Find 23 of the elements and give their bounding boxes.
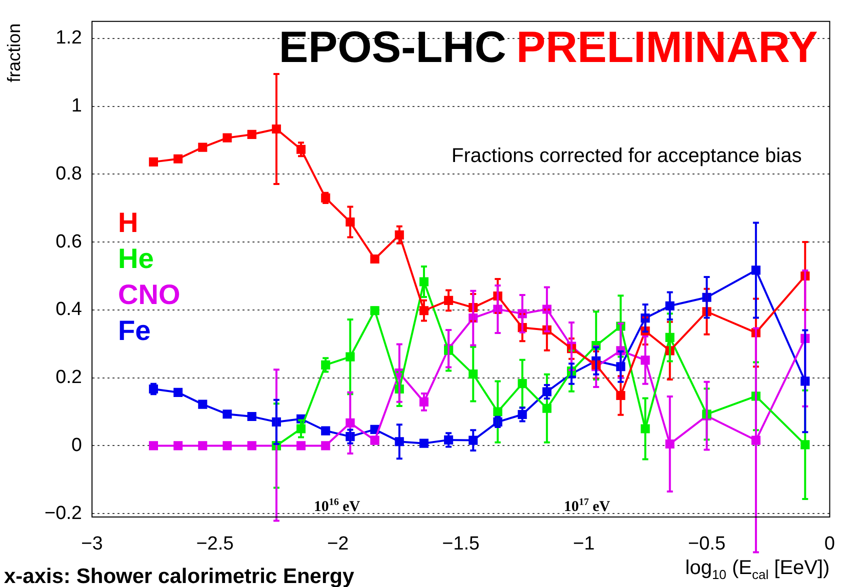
y-axis-title: fraction [4,23,24,82]
y-tick-label: 1 [71,95,82,116]
y-tick-label: −0.2 [44,502,82,524]
text: CNO [118,279,180,310]
series-label: Fe [118,315,151,346]
x-tick-label: −2 [327,534,349,555]
chart-subtitle: PRELIMINARY [516,23,818,72]
x-tick-label: 0 [824,534,836,555]
y-tick-label: 1.2 [56,28,82,49]
x-tick-label: −0.5 [688,534,726,555]
chart-title: EPOS-LHC [278,23,506,72]
text: He [118,243,154,274]
series-label: H [118,207,138,238]
x-tick-label: −3 [81,534,103,555]
y-tick-label: 0.8 [56,163,82,184]
annotation: Fractions corrected for acceptance bias [452,145,802,167]
y-tick-label: 0.2 [56,367,82,388]
y-tick-label: 0.4 [56,299,82,320]
y-tick-label: 0 [71,434,82,456]
x-tick-label: −2.5 [196,534,234,555]
x-tick-label: −1 [572,534,595,555]
x-tick-label: −1.5 [442,534,480,555]
y-tick-label: 0.6 [56,231,82,252]
